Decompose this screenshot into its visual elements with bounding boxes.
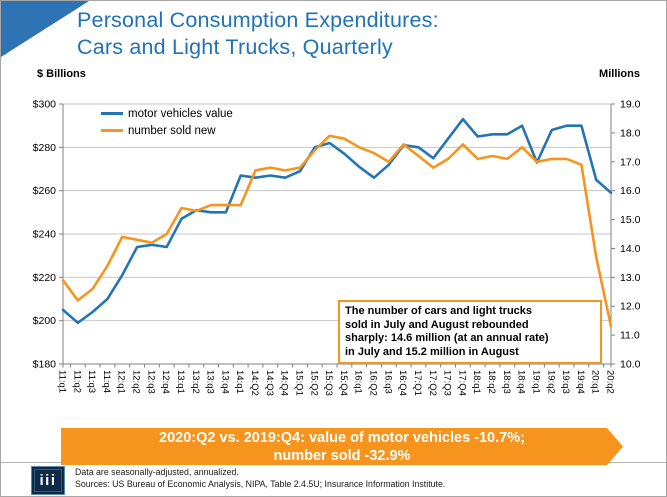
- x-tick-label: 13:q2: [190, 370, 201, 394]
- left-axis-tick-label: $180: [33, 359, 57, 371]
- comparison-banner: 2020:Q2 vs. 2019:Q4: value of motor vehi…: [61, 428, 623, 465]
- x-tick-label: 16:Q4: [397, 370, 408, 396]
- page-title-line2: Cars and Light Trucks, Quarterly: [77, 35, 393, 59]
- annotation-line: sharply: 14.6 million (at an annual rate…: [345, 332, 549, 344]
- x-tick-label: 14:q1: [234, 370, 245, 394]
- chart-canvas: $300 $280 $260 $240 $220 $200 $180 19.0 18.0 17.0…: [33, 99, 641, 396]
- corner-accent-triangle: [1, 1, 89, 57]
- x-tick-label: 12:q2: [131, 370, 142, 394]
- x-tick-label: 15:Q4: [338, 370, 349, 396]
- x-tick-label: 12:q1: [116, 370, 127, 394]
- x-tick-label: 18:q2: [486, 370, 497, 394]
- x-tick-label: 17:Q3: [442, 370, 453, 396]
- page-title-line1: Personal Consumption Expenditures:: [77, 8, 439, 32]
- banner-line1: 2020:Q2 vs. 2019:Q4: value of motor vehi…: [159, 429, 525, 446]
- pce-line-chart: $300 $280 $260 $240 $220 $200 $180 19.0 18.0 17.0…: [1, 93, 666, 428]
- footer-notes: Data are seasonally-adjusted, annualized…: [75, 466, 445, 490]
- right-axis-tick-label: 19.0: [620, 99, 641, 111]
- left-axis-title: $ Billions: [37, 68, 86, 80]
- x-tick-label: 20:q1: [590, 370, 601, 394]
- right-axis-tick-label: 11.0: [620, 330, 640, 342]
- right-axis-tick-label: 18.0: [620, 127, 641, 139]
- x-tick-label: 13:q1: [175, 370, 186, 394]
- left-axis-tick-label: $220: [33, 272, 57, 284]
- x-tick-label: 17:Q2: [427, 370, 438, 396]
- left-axis-tick-label: $300: [33, 99, 57, 111]
- x-tick-label: 15:Q2: [308, 370, 319, 396]
- page-title: Personal Consumption Expenditures: Cars …: [77, 7, 597, 61]
- right-axis-tick-label: 16.0: [620, 185, 641, 197]
- series-line-number-sold-new: [61, 134, 613, 328]
- x-tick-label: 16:q1: [353, 370, 364, 394]
- x-tick-label: 18:q4: [516, 370, 527, 394]
- legend-item-number-sold-new: number sold new: [101, 122, 233, 139]
- annotation-callout: The number of cars and light trucks sold…: [338, 300, 602, 364]
- legend-item-motor-vehicles-value: motor vehicles value: [101, 105, 233, 122]
- x-tick-label: 18:q1: [471, 370, 482, 394]
- x-tick-label: 15:Q1: [293, 370, 304, 396]
- left-axis-tick-label: $200: [33, 315, 57, 327]
- footer-note-line2: Sources: US Bureau of Economic Analysis,…: [75, 478, 446, 489]
- right-axis-tick-label: 15.0: [620, 214, 641, 226]
- footer: iii Data are seasonally-adjusted, annual…: [31, 466, 445, 495]
- iii-logo: iii: [31, 466, 65, 495]
- left-axis-tick-label: $260: [33, 185, 57, 197]
- x-tick-label: 16:Q2: [368, 370, 379, 396]
- x-tick-label: 16:q3: [382, 370, 393, 394]
- x-tick-label: 14:Q3: [264, 370, 275, 396]
- x-tick-label: 13:q3: [205, 370, 216, 394]
- legend-label: motor vehicles value: [128, 107, 233, 120]
- legend-line-swatch-blue: [101, 112, 123, 115]
- x-tick-label: 11:q3: [86, 370, 97, 393]
- x-tick-label: 18:q3: [501, 370, 512, 394]
- x-tick-label: 11:q2: [71, 370, 82, 393]
- right-axis-title: Millions: [599, 68, 640, 80]
- x-tick-label: 14:Q4: [279, 370, 290, 396]
- x-tick-label: 17:Q1: [412, 370, 423, 396]
- x-tick-label: 11:q4: [101, 370, 112, 393]
- banner-line2: number sold -32.9%: [273, 447, 411, 464]
- right-axis-tick-label: 14.0: [620, 243, 641, 255]
- right-axis-tick-label: 17.0: [620, 156, 641, 168]
- annotation-line: sold in July and August rebounded: [345, 318, 529, 331]
- x-tick-label: 19:q3: [560, 370, 571, 394]
- x-tick-label: 20:q2: [605, 370, 616, 394]
- x-tick-label: 19:q1: [530, 370, 541, 394]
- footer-note-line1: Data are seasonally-adjusted, annualized…: [75, 467, 239, 477]
- left-axis-tick-label: $240: [33, 229, 57, 241]
- x-tick-label: 12:q3: [145, 370, 156, 394]
- x-tick-label: 13:q4: [219, 370, 230, 394]
- x-tick-label: 19:q4: [575, 370, 586, 394]
- x-tick-label: 17:Q4: [456, 370, 467, 396]
- x-tick-label: 12:q4: [160, 370, 171, 394]
- series-line-motor-vehicles-value: [61, 117, 613, 325]
- annotation-line: in July and 15.2 million in August: [345, 345, 519, 358]
- chart-legend: motor vehicles value number sold new: [101, 105, 233, 139]
- x-tick-label: 14:Q2: [249, 370, 260, 396]
- right-axis-tick-label: 13.0: [620, 272, 641, 284]
- x-tick-label: 19:q2: [545, 370, 556, 394]
- left-axis-tick-label: $280: [33, 142, 57, 154]
- annotation-line: The number of cars and light trucks: [345, 305, 533, 317]
- right-axis-tick-label: 10.0: [620, 359, 641, 371]
- legend-line-swatch-orange: [101, 129, 123, 132]
- right-axis-tick-label: 12.0: [620, 301, 641, 313]
- x-tick-label: 11:q1: [57, 370, 68, 393]
- legend-label: number sold new: [128, 124, 216, 137]
- x-tick-label: 15:Q3: [323, 370, 334, 396]
